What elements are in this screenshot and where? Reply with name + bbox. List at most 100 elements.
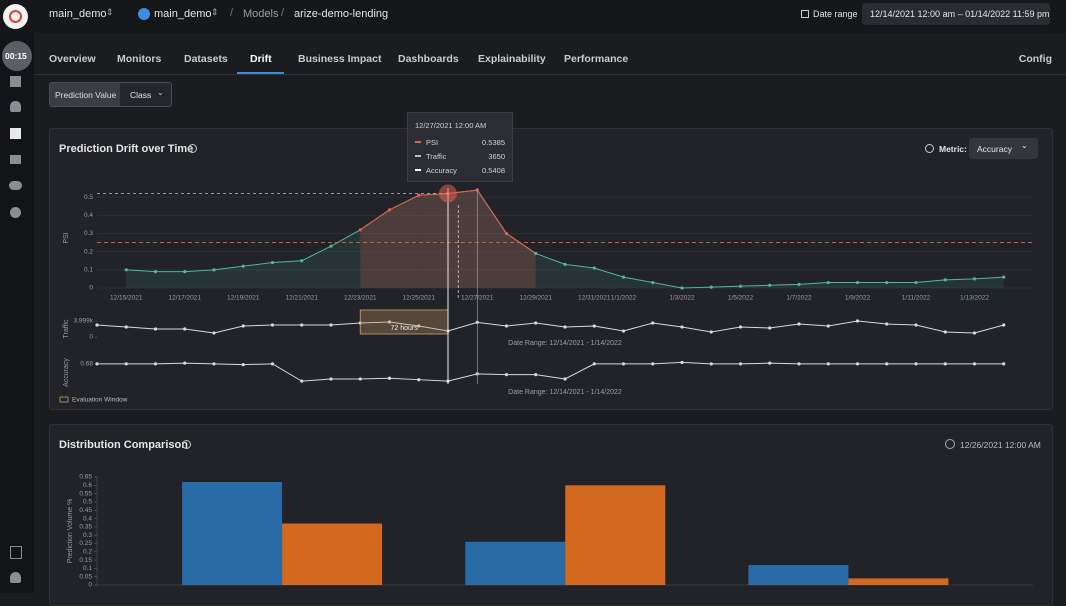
tab[interactable]: Drift <box>250 53 272 65</box>
y-axis-label: PSI <box>63 232 70 243</box>
point <box>417 324 421 328</box>
config-tab[interactable]: Config <box>1018 53 1052 65</box>
date-range-picker[interactable]: 12/14/2021 12:00 am – 01/14/2022 11:59 p… <box>862 3 1050 25</box>
point <box>534 321 538 325</box>
y-tick-label: 0.65 <box>79 474 92 481</box>
nav-icon[interactable] <box>10 155 21 164</box>
active-tab-indicator <box>237 72 284 74</box>
nav-icon[interactable] <box>10 546 22 559</box>
tooltip-value: 0.5385 <box>482 138 505 147</box>
tab[interactable]: Performance <box>564 53 629 65</box>
bar <box>565 485 666 585</box>
x-tick-label: 12/21/2021 <box>285 295 318 302</box>
point <box>504 231 509 236</box>
point <box>855 280 860 285</box>
timestamp: 12/26/2021 12:00 AM <box>960 440 1041 450</box>
info-icon[interactable] <box>182 440 191 449</box>
point <box>797 322 801 326</box>
point <box>738 362 743 366</box>
nav-icon[interactable] <box>10 207 21 218</box>
bar <box>748 565 849 585</box>
tooltip-swatch <box>415 155 421 157</box>
point <box>855 362 860 366</box>
point <box>680 360 684 365</box>
panel-title: Distribution Comparison <box>59 439 188 451</box>
x-tick-label: 12/19/2021 <box>227 295 260 302</box>
alert-segment <box>389 194 419 211</box>
nav-icon[interactable] <box>10 76 21 87</box>
point <box>826 324 830 328</box>
x-tick-label: 1/7/2022 <box>786 295 812 302</box>
top-bar: main_demo ⇕ main_demo ⇕ / Models / arize… <box>0 0 1066 33</box>
tab-divider <box>34 74 1066 75</box>
logo[interactable] <box>3 4 28 29</box>
alert-segment <box>506 233 537 254</box>
y-tick-label: 0.55 <box>79 490 92 497</box>
y-axis-label: Accuracy <box>63 358 70 387</box>
tab[interactable]: Dashboards <box>398 53 459 65</box>
point <box>592 362 596 366</box>
point <box>387 320 392 324</box>
breadcrumb-model: arize-demo-lending <box>294 8 389 20</box>
point <box>972 362 977 366</box>
tooltip-swatch <box>415 169 421 171</box>
point <box>651 321 655 325</box>
nav-icon[interactable] <box>10 101 21 112</box>
y-tick-label: 0.2 <box>83 548 92 555</box>
bar <box>465 541 566 585</box>
nav-icon[interactable] <box>10 128 21 139</box>
line <box>96 320 1004 334</box>
project-switch[interactable]: ⇕ <box>211 7 219 17</box>
metric-select[interactable]: Accuracy ⌄ <box>969 138 1038 159</box>
x-tick-label: 1/3/2022 <box>669 295 695 302</box>
tooltip: 12/27/2021 12:00 AM PSI 0.5385 Traffic 3650… <box>407 112 513 182</box>
tooltip-name: PSI <box>426 138 439 147</box>
point <box>826 362 830 366</box>
bar <box>282 523 383 585</box>
area <box>126 190 1004 288</box>
point <box>212 331 216 335</box>
y-tick-label: 0.4 <box>83 515 92 522</box>
project[interactable]: main_demo <box>154 8 212 20</box>
project-icon <box>138 8 150 20</box>
point <box>329 377 333 381</box>
window-label: 72 hours <box>391 325 419 332</box>
tab[interactable]: Business Impact <box>298 53 382 65</box>
x-tick-label: 12/17/2021 <box>168 295 201 302</box>
date-range-note: Date Range: 12/14/2021 - 1/14/2022 <box>508 340 622 347</box>
breadcrumb-section[interactable]: Models <box>243 8 279 20</box>
alert-segment <box>359 209 390 231</box>
y-tick-label: 0.3 <box>84 230 93 237</box>
point <box>621 362 626 366</box>
evaluation-window <box>359 309 449 335</box>
tab[interactable]: Monitors <box>117 53 162 65</box>
point <box>417 193 421 197</box>
info-icon[interactable] <box>188 144 197 153</box>
info-icon[interactable] <box>925 144 934 153</box>
point <box>943 330 947 334</box>
filter-value[interactable]: Class <box>130 90 152 100</box>
tab[interactable]: Datasets <box>184 53 228 65</box>
y-tick-label: 0.3 <box>83 532 92 539</box>
point <box>651 280 655 285</box>
workspace-switch[interactable]: ⇕ <box>106 7 114 17</box>
calendar-icon <box>801 10 809 18</box>
filter-label: Prediction Value <box>55 90 117 100</box>
y-tick-label: 0 <box>89 334 93 341</box>
workspace[interactable]: main_demo <box>49 8 107 20</box>
point <box>270 323 275 327</box>
date-range: 12/14/2021 12:00 am – 01/14/2022 11:59 p… <box>870 9 1050 19</box>
filter[interactable]: Prediction Value Class ⌄ <box>49 82 172 107</box>
point <box>680 286 684 290</box>
nav-icon[interactable] <box>9 181 22 190</box>
point <box>768 283 772 287</box>
point <box>153 327 158 331</box>
tab[interactable]: Overview <box>49 53 96 65</box>
y-tick-label: 0.1 <box>83 565 92 572</box>
point <box>241 264 245 268</box>
tab[interactable]: Explainability <box>478 53 546 65</box>
point <box>153 270 158 274</box>
nav-icon[interactable] <box>10 572 21 583</box>
